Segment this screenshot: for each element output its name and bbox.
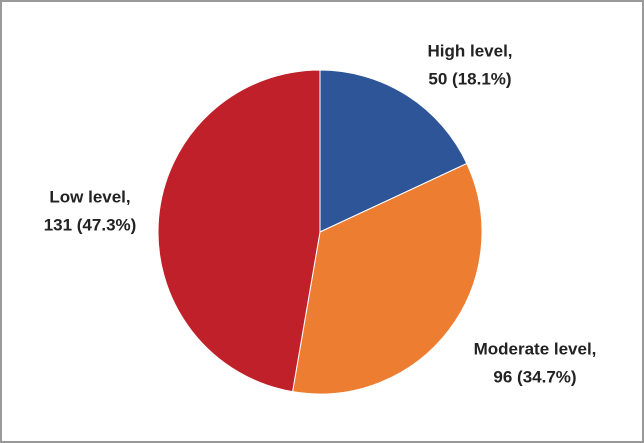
pie-slice [319, 69, 468, 233]
slice-category-label: High level, [427, 41, 512, 60]
slice-value-label: 131 (47.3%) [44, 215, 137, 234]
pie-slice [291, 162, 483, 395]
slice-category-label: Moderate level, [474, 339, 597, 358]
pie-slice [157, 69, 321, 393]
slice-value-label: 50 (18.1%) [428, 69, 511, 88]
slice-category-label: Low level, [49, 187, 130, 206]
slice-value-label: 96 (34.7%) [493, 367, 576, 386]
